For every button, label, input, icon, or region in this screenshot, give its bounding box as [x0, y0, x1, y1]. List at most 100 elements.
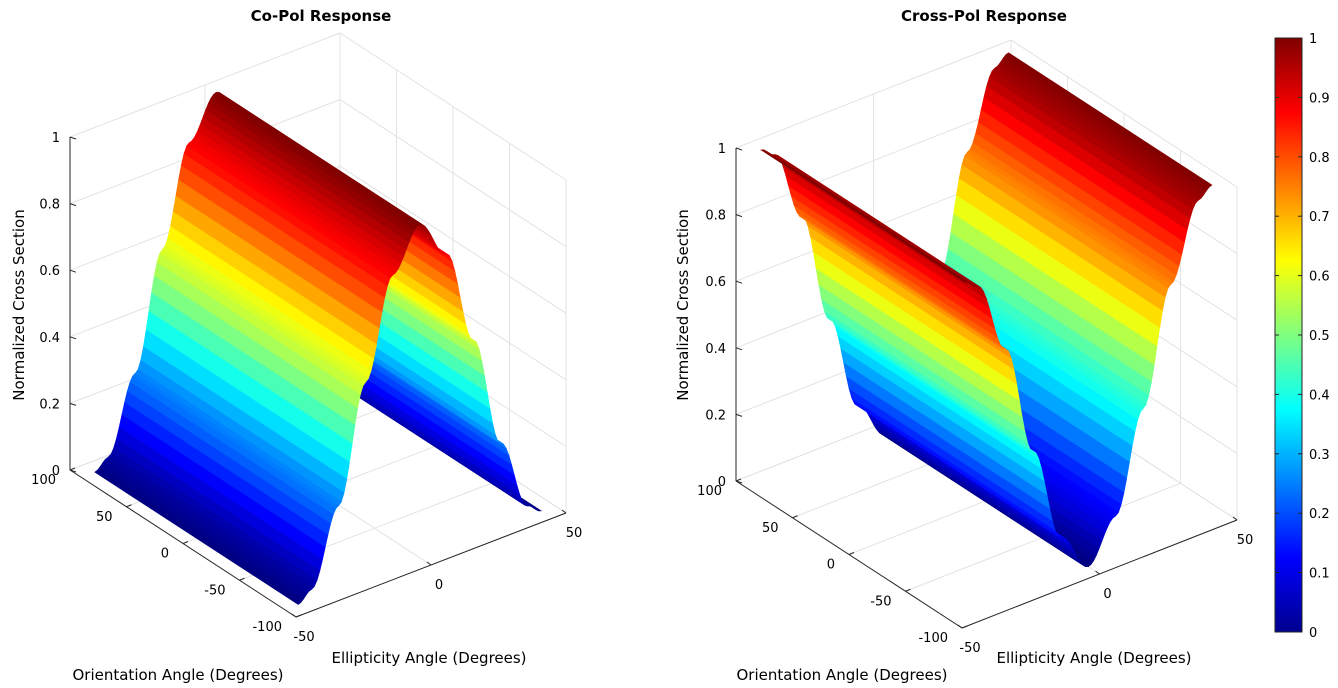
z-tick-label: 0.4: [705, 342, 726, 357]
y-tick-mark: [961, 625, 968, 629]
x-tick-label: 50: [1237, 533, 1254, 548]
y-tick-label: 0: [827, 558, 835, 573]
co-pol-z-ticks: 0 0.2 0.4 0.6 0.8 1: [39, 131, 60, 479]
cross-pol-y-ticks: -100 -50 0 50 100: [697, 484, 948, 646]
y-tick-mark: [905, 588, 911, 592]
cross-pol-y-axis-label: Orientation Angle (Degrees): [736, 666, 947, 684]
y-tick-label: 50: [762, 521, 779, 536]
cross-pol-x-ticks: -50 0 50: [959, 533, 1253, 656]
colorbar-tick-label: 1: [1309, 32, 1317, 47]
colorbar-tick-label: 0.6: [1309, 270, 1330, 285]
z-tick-label: 0.8: [705, 209, 726, 224]
colorbar-ticks: 0 0.1 0.2 0.3 0.4 0.5 0.6 0.7 0.8 0.9 1: [1275, 32, 1330, 641]
x-tick-label: -50: [293, 630, 314, 645]
y-tick-label: 0: [161, 547, 169, 562]
z-tick-mark: [69, 203, 77, 207]
colorbar-tick-label: 0.9: [1309, 91, 1330, 106]
y-tick-label: 100: [31, 473, 56, 488]
colorbar-tick-label: 0.8: [1309, 151, 1330, 166]
z-tick-label: 0.8: [39, 198, 60, 213]
colorbar-tick-label: 0.4: [1309, 388, 1330, 403]
y-tick-mark: [792, 515, 798, 519]
z-tick-mark: [735, 347, 743, 351]
z-tick-mark: [735, 413, 743, 417]
z-tick-mark: [735, 214, 743, 218]
z-tick-mark: [69, 136, 77, 140]
co-pol-axes: [69, 136, 567, 618]
y-tick-label: 100: [697, 484, 722, 499]
colorbar-tick-label: 0.3: [1309, 448, 1330, 463]
cross-pol-z-ticks: 0 0.2 0.4 0.6 0.8 1: [705, 142, 726, 490]
z-tick-mark: [69, 402, 77, 406]
z-tick-mark: [69, 269, 77, 273]
z-tick-label: 0.2: [705, 408, 726, 423]
y-tick-mark: [182, 541, 189, 544]
z-tick-mark: [735, 147, 743, 151]
y-tick-mark: [239, 577, 245, 581]
cross-pol-z-axis-label: Normalized Cross Section: [674, 209, 692, 400]
co-pol-plot: Co-Pol Response 0 0.2 0.4 0.6 0.8 1 -100 -50 0 5…: [10, 7, 582, 684]
y-tick-label: -50: [870, 594, 891, 609]
colorbar-tick-label: 0.1: [1309, 567, 1330, 582]
co-pol-surface: [94, 91, 543, 605]
z-tick-label: 1: [718, 142, 726, 157]
grid-line: [735, 106, 1012, 216]
cross-pol-title: Cross-Pol Response: [901, 7, 1067, 25]
z-tick-label: 0: [718, 475, 726, 490]
y-tick-mark: [69, 467, 76, 471]
x-tick-mark: [957, 624, 963, 629]
y-tick-label: -100: [918, 631, 948, 646]
z-tick-mark: [735, 280, 743, 284]
x-tick-label: 0: [435, 578, 443, 593]
y-tick-mark: [295, 614, 302, 618]
y-tick-mark: [848, 552, 855, 555]
colorbar-tick-label: 0.5: [1309, 329, 1330, 344]
colorbar: 0 0.1 0.2 0.3 0.4 0.5 0.6 0.7 0.8 0.9 1: [1274, 32, 1330, 641]
co-pol-y-ticks: -100 -50 0 50 100: [31, 473, 282, 635]
y-tick-label: -50: [204, 583, 225, 598]
grid-line: [69, 32, 341, 138]
z-tick-mark: [69, 336, 77, 340]
z-tick-mark: [69, 469, 77, 473]
grid-line: [735, 39, 1012, 149]
grid-line: [1010, 39, 1238, 188]
cross-pol-surface: [760, 52, 1213, 568]
cross-pol-axes: [735, 147, 1238, 629]
x-tick-mark: [291, 613, 297, 618]
x-tick-mark: [561, 509, 567, 514]
surface-strip: [94, 469, 302, 605]
z-tick-label: 0.2: [39, 397, 60, 412]
cross-pol-x-axis-label: Ellipticity Angle (Degrees): [996, 649, 1191, 667]
colorbar-tick-label: 0: [1309, 626, 1317, 641]
colorbar-gradient: [1274, 37, 1303, 633]
z-tick-label: 0.4: [39, 331, 60, 346]
co-pol-z-axis-label: Normalized Cross Section: [10, 209, 28, 400]
co-pol-x-axis-label: Ellipticity Angle (Degrees): [331, 649, 526, 667]
x-tick-label: 50: [566, 526, 583, 541]
z-tick-label: 1: [52, 131, 60, 146]
x-tick-label: 0: [1103, 587, 1111, 602]
y-tick-mark: [735, 478, 742, 482]
surface-strip: [760, 149, 969, 283]
grid-line: [339, 99, 567, 248]
grid-line: [339, 32, 567, 181]
z-tick-mark: [735, 480, 743, 484]
x-tick-label: -50: [959, 641, 980, 656]
grid-line: [339, 165, 567, 314]
cross-pol-plot: Cross-Pol Response 0 0.2 0.4 0.6 0.8 1 -100 -5…: [674, 7, 1253, 684]
z-tick-label: 0: [52, 464, 60, 479]
y-tick-label: -100: [252, 620, 282, 635]
z-tick-label: 0.6: [39, 264, 60, 279]
y-tick-mark: [126, 504, 132, 508]
co-pol-x-ticks: -50 0 50: [293, 526, 582, 645]
co-pol-title: Co-Pol Response: [251, 7, 392, 25]
x-tick-mark: [1095, 570, 1100, 575]
x-tick-mark: [1232, 516, 1238, 521]
z-tick-label: 0.6: [705, 275, 726, 290]
x-tick-mark: [426, 561, 432, 566]
y-tick-label: 50: [96, 510, 113, 525]
co-pol-y-axis-label: Orientation Angle (Degrees): [72, 666, 283, 684]
colorbar-tick-label: 0.2: [1309, 507, 1330, 522]
colorbar-tick-label: 0.7: [1309, 210, 1330, 225]
